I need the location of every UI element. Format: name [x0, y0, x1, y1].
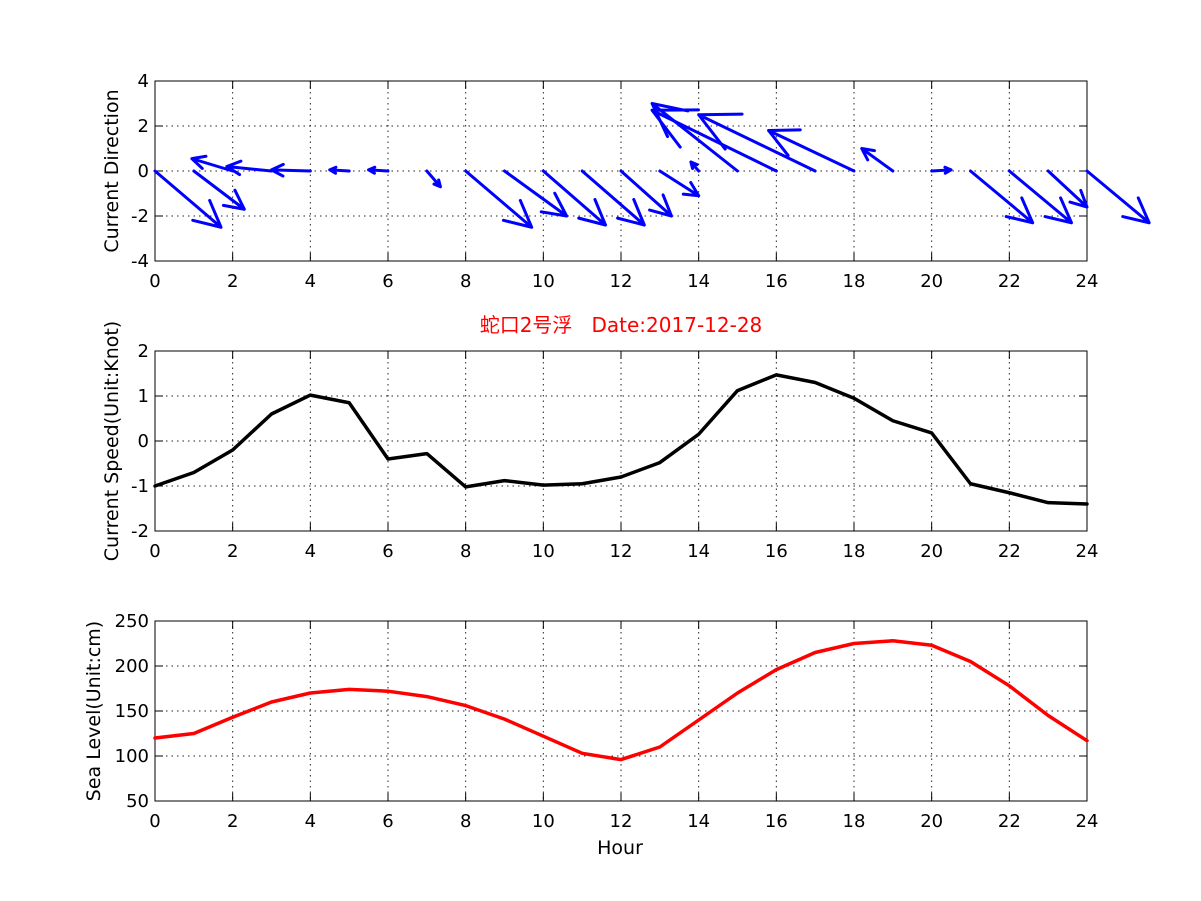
- current-arrow: [930, 165, 953, 175]
- current-arrow: [503, 169, 569, 218]
- y-tick-label: 2: [138, 116, 149, 137]
- current-arrow: [1007, 169, 1073, 225]
- series-line: [153, 373, 1089, 506]
- x-tick-label: 24: [1076, 541, 1099, 562]
- x-tick-label: 10: [532, 271, 555, 292]
- x-tick-label: 16: [765, 811, 788, 832]
- x-tick-label: 12: [610, 541, 633, 562]
- x-axis-label: Hour: [597, 837, 643, 859]
- y-tick-label: 100: [115, 746, 149, 767]
- current-arrow: [1046, 169, 1089, 209]
- y-tick-label: 0: [138, 161, 149, 182]
- x-tick-label: 2: [227, 541, 238, 562]
- current-arrow: [969, 169, 1035, 225]
- x-tick-label: 8: [460, 271, 471, 292]
- y-tick-label: -2: [131, 206, 149, 227]
- x-tick-label: 24: [1076, 271, 1099, 292]
- x-tick-label: 18: [843, 271, 866, 292]
- y-axis-label: Current Direction: [101, 89, 123, 252]
- current-arrow: [328, 165, 351, 175]
- x-tick-label: 6: [382, 541, 393, 562]
- y-tick-label: 1: [138, 386, 149, 407]
- x-tick-label: 18: [843, 541, 866, 562]
- x-tick-label: 14: [687, 811, 710, 832]
- y-tick-label: 50: [126, 791, 149, 812]
- current-arrow: [192, 169, 246, 211]
- x-tick-label: 8: [460, 811, 471, 832]
- current-arrow: [225, 159, 273, 177]
- x-tick-label: 16: [765, 271, 788, 292]
- x-tick-label: 4: [305, 811, 316, 832]
- current-arrow: [767, 128, 856, 173]
- current-arrow: [270, 162, 312, 178]
- x-tick-label: 20: [920, 271, 943, 292]
- current-arrow: [619, 169, 673, 218]
- current-arrow: [367, 165, 390, 175]
- x-tick-label: 22: [998, 271, 1021, 292]
- current-arrow: [153, 169, 223, 229]
- x-tick-label: 18: [843, 811, 866, 832]
- y-axis-label: Sea Level(Unit:cm): [83, 621, 105, 801]
- x-tick-label: 12: [610, 811, 633, 832]
- y-tick-label: 4: [138, 71, 149, 92]
- x-tick-label: 0: [149, 811, 160, 832]
- x-tick-label: 2: [227, 271, 238, 292]
- x-tick-label: 4: [305, 541, 316, 562]
- x-tick-label: 2: [227, 811, 238, 832]
- y-tick-label: -1: [131, 476, 149, 497]
- y-tick-label: -2: [131, 521, 149, 542]
- y-tick-label: 0: [138, 431, 149, 452]
- x-tick-label: 6: [382, 271, 393, 292]
- current-arrow: [689, 160, 701, 173]
- x-tick-label: 0: [149, 271, 160, 292]
- y-tick-label: 150: [115, 701, 149, 722]
- x-tick-label: 10: [532, 541, 555, 562]
- y-tick-label: 200: [115, 656, 149, 677]
- x-tick-label: 16: [765, 541, 788, 562]
- x-tick-label: 22: [998, 541, 1021, 562]
- current-arrow: [464, 169, 534, 229]
- arrow-layer: [153, 102, 1151, 229]
- series-line: [153, 639, 1089, 762]
- current-arrow: [425, 169, 442, 189]
- y-tick-label: 2: [138, 341, 149, 362]
- x-tick-label: 10: [532, 811, 555, 832]
- x-tick-label: 14: [687, 541, 710, 562]
- current-arrow: [697, 112, 817, 173]
- x-tick-label: 22: [998, 811, 1021, 832]
- x-tick-label: 24: [1076, 811, 1099, 832]
- x-tick-label: 6: [382, 811, 393, 832]
- x-tick-label: 4: [305, 271, 316, 292]
- x-tick-label: 12: [610, 271, 633, 292]
- x-tick-label: 20: [920, 811, 943, 832]
- current-arrow: [860, 147, 895, 173]
- current-arrow: [650, 108, 778, 173]
- current-arrow: [190, 154, 235, 173]
- x-tick-label: 20: [920, 541, 943, 562]
- x-tick-label: 14: [687, 271, 710, 292]
- current-arrow: [541, 169, 607, 227]
- current-arrow: [658, 169, 701, 198]
- chart-title: 蛇口2号浮 Date:2017-12-28: [480, 313, 763, 337]
- x-tick-label: 0: [149, 541, 160, 562]
- current-arrow: [580, 169, 646, 227]
- y-tick-label: -4: [131, 251, 149, 272]
- x-tick-label: 8: [460, 541, 471, 562]
- y-axis-label: Current Speed(Unit:Knot): [101, 321, 123, 561]
- current-arrow: [1085, 169, 1151, 225]
- y-tick-label: 250: [115, 611, 149, 632]
